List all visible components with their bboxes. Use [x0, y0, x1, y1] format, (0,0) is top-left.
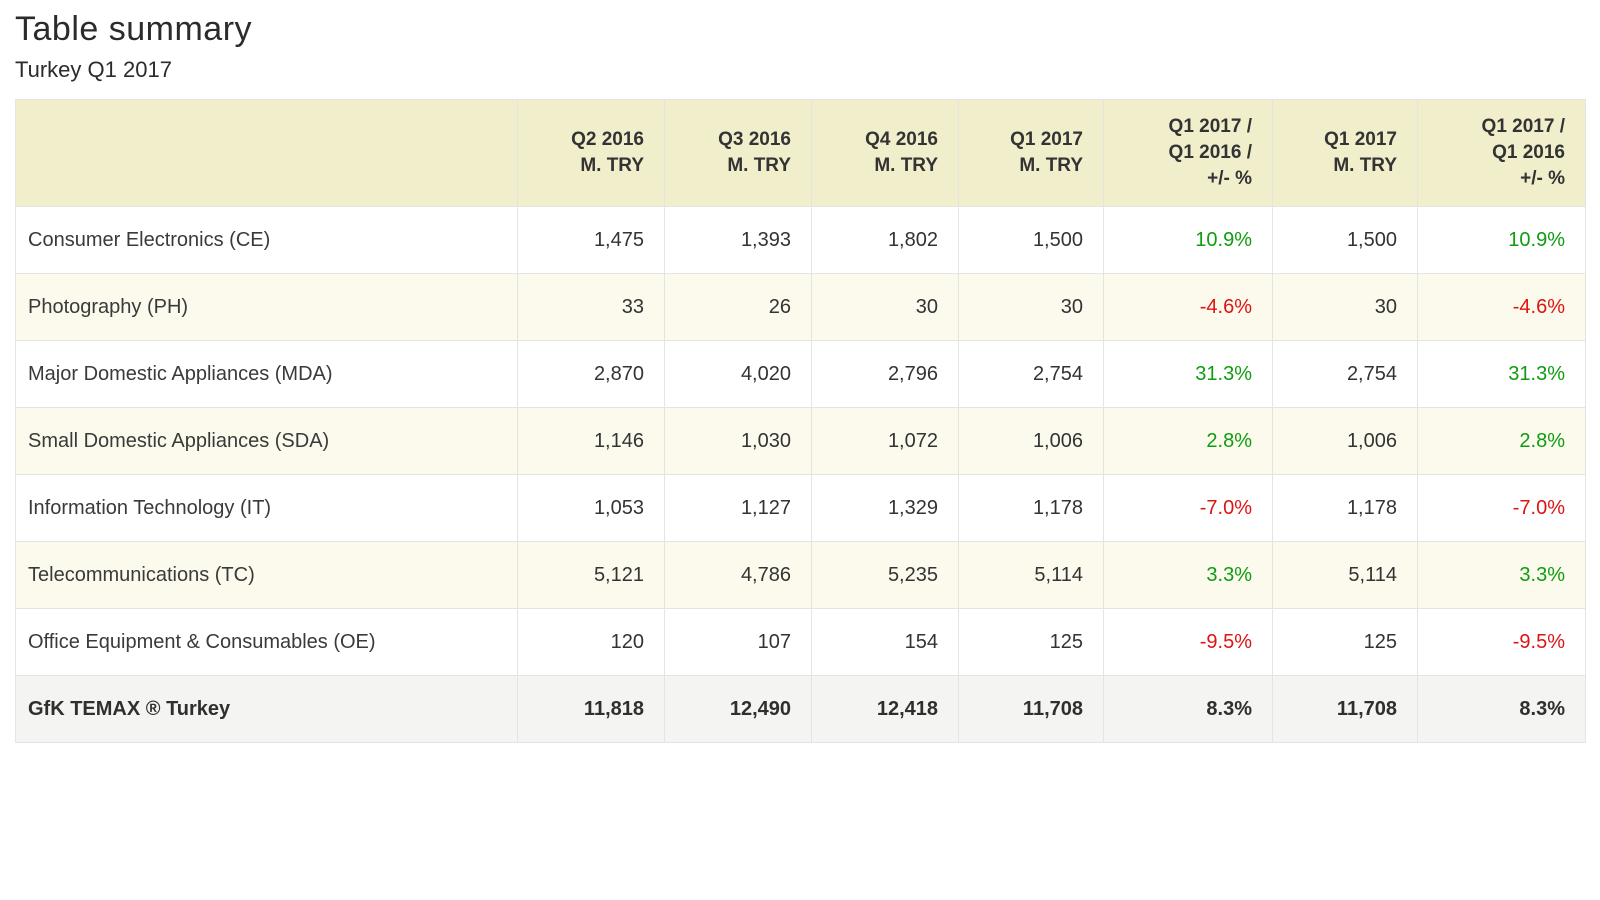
table-row: Consumer Electronics (CE) 1,475 1,393 1,802… [15, 206, 1586, 274]
row-label: Telecommunications (TC) [15, 541, 518, 609]
value-cell: 1,072 [811, 407, 959, 475]
column-header: Q3 2016 M. TRY [664, 99, 812, 207]
row-label: Consumer Electronics (CE) [15, 206, 518, 274]
value-cell: 107 [664, 608, 812, 676]
change-cell: 10.9% [1417, 206, 1586, 274]
table-row: Telecommunications (TC) 5,121 4,786 5,235 5,… [15, 541, 1586, 609]
change-cell: 2.8% [1417, 407, 1586, 475]
change-cell: 2.8% [1103, 407, 1273, 475]
change-cell: 10.9% [1103, 206, 1273, 274]
change-cell: 8.3% [1417, 675, 1586, 743]
change-cell: -7.0% [1103, 474, 1273, 542]
page-title: Table summary [15, 10, 253, 48]
column-header: Q1 2017 M. TRY [958, 99, 1104, 207]
column-header-empty [15, 99, 518, 207]
summary-table: Q2 2016 M. TRY Q3 2016 M. TRY Q4 2016 M. T… [15, 99, 1586, 743]
change-cell: -9.5% [1103, 608, 1273, 676]
value-cell: 1,127 [664, 474, 812, 542]
value-cell: 1,475 [517, 206, 665, 274]
value-cell: 1,393 [664, 206, 812, 274]
value-cell: 30 [811, 273, 959, 341]
change-cell: 31.3% [1417, 340, 1586, 408]
value-cell: 125 [958, 608, 1104, 676]
value-cell: 5,114 [958, 541, 1104, 609]
value-cell: 30 [1272, 273, 1418, 341]
change-cell: -9.5% [1417, 608, 1586, 676]
row-label: Office Equipment & Consumables (OE) [15, 608, 518, 676]
value-cell: 12,418 [811, 675, 959, 743]
table-row: Photography (PH) 33 26 30 30 -4.6% 30 -4.6% [15, 273, 1586, 341]
change-cell: 8.3% [1103, 675, 1273, 743]
change-cell: -7.0% [1417, 474, 1586, 542]
value-cell: 1,500 [958, 206, 1104, 274]
change-cell: -4.6% [1103, 273, 1273, 341]
row-label: Photography (PH) [15, 273, 518, 341]
table-row: Office Equipment & Consumables (OE) 120 10… [15, 608, 1586, 676]
value-cell: 11,818 [517, 675, 665, 743]
value-cell: 1,500 [1272, 206, 1418, 274]
value-cell: 1,146 [517, 407, 665, 475]
value-cell: 4,786 [664, 541, 812, 609]
column-header: Q1 2017 M. TRY [1272, 99, 1418, 207]
value-cell: 11,708 [958, 675, 1104, 743]
value-cell: 1,030 [664, 407, 812, 475]
value-cell: 154 [811, 608, 959, 676]
change-cell: 3.3% [1103, 541, 1273, 609]
value-cell: 1,053 [517, 474, 665, 542]
column-header: Q4 2016 M. TRY [811, 99, 959, 207]
change-cell: 3.3% [1417, 541, 1586, 609]
value-cell: 33 [517, 273, 665, 341]
value-cell: 120 [517, 608, 665, 676]
page: Table summary Turkey Q1 2017 Q2 2016 M. … [15, 10, 1586, 743]
value-cell: 5,114 [1272, 541, 1418, 609]
value-cell: 26 [664, 273, 812, 341]
total-row-label: GfK TEMAX ® Turkey [15, 675, 518, 743]
column-header: Q1 2017 / Q1 2016 +/- % [1417, 99, 1586, 207]
value-cell: 5,235 [811, 541, 959, 609]
value-cell: 12,490 [664, 675, 812, 743]
value-cell: 1,006 [958, 407, 1104, 475]
change-cell: 31.3% [1103, 340, 1273, 408]
row-label: Major Domestic Appliances (MDA) [15, 340, 518, 408]
table-row: Information Technology (IT) 1,053 1,127 1,3… [15, 474, 1586, 542]
value-cell: 4,020 [664, 340, 812, 408]
value-cell: 2,754 [958, 340, 1104, 408]
column-header: Q2 2016 M. TRY [517, 99, 665, 207]
table-row: Small Domestic Appliances (SDA) 1,146 1,03… [15, 407, 1586, 475]
value-cell: 125 [1272, 608, 1418, 676]
value-cell: 2,796 [811, 340, 959, 408]
total-row: GfK TEMAX ® Turkey 11,818 12,490 12,418 11,7… [15, 675, 1586, 743]
value-cell: 30 [958, 273, 1104, 341]
row-label: Information Technology (IT) [15, 474, 518, 542]
value-cell: 2,870 [517, 340, 665, 408]
column-header: Q1 2017 / Q1 2016 / +/- % [1103, 99, 1273, 207]
change-cell: -4.6% [1417, 273, 1586, 341]
value-cell: 2,754 [1272, 340, 1418, 408]
row-label: Small Domestic Appliances (SDA) [15, 407, 518, 475]
value-cell: 1,178 [958, 474, 1104, 542]
value-cell: 5,121 [517, 541, 665, 609]
value-cell: 1,006 [1272, 407, 1418, 475]
table-row: Major Domestic Appliances (MDA) 2,870 4,02… [15, 340, 1586, 408]
value-cell: 1,178 [1272, 474, 1418, 542]
header-row: Q2 2016 M. TRY Q3 2016 M. TRY Q4 2016 M. T… [15, 99, 1586, 207]
value-cell: 1,329 [811, 474, 959, 542]
value-cell: 11,708 [1272, 675, 1418, 743]
value-cell: 1,802 [811, 206, 959, 274]
page-subtitle: Turkey Q1 2017 [15, 57, 172, 82]
